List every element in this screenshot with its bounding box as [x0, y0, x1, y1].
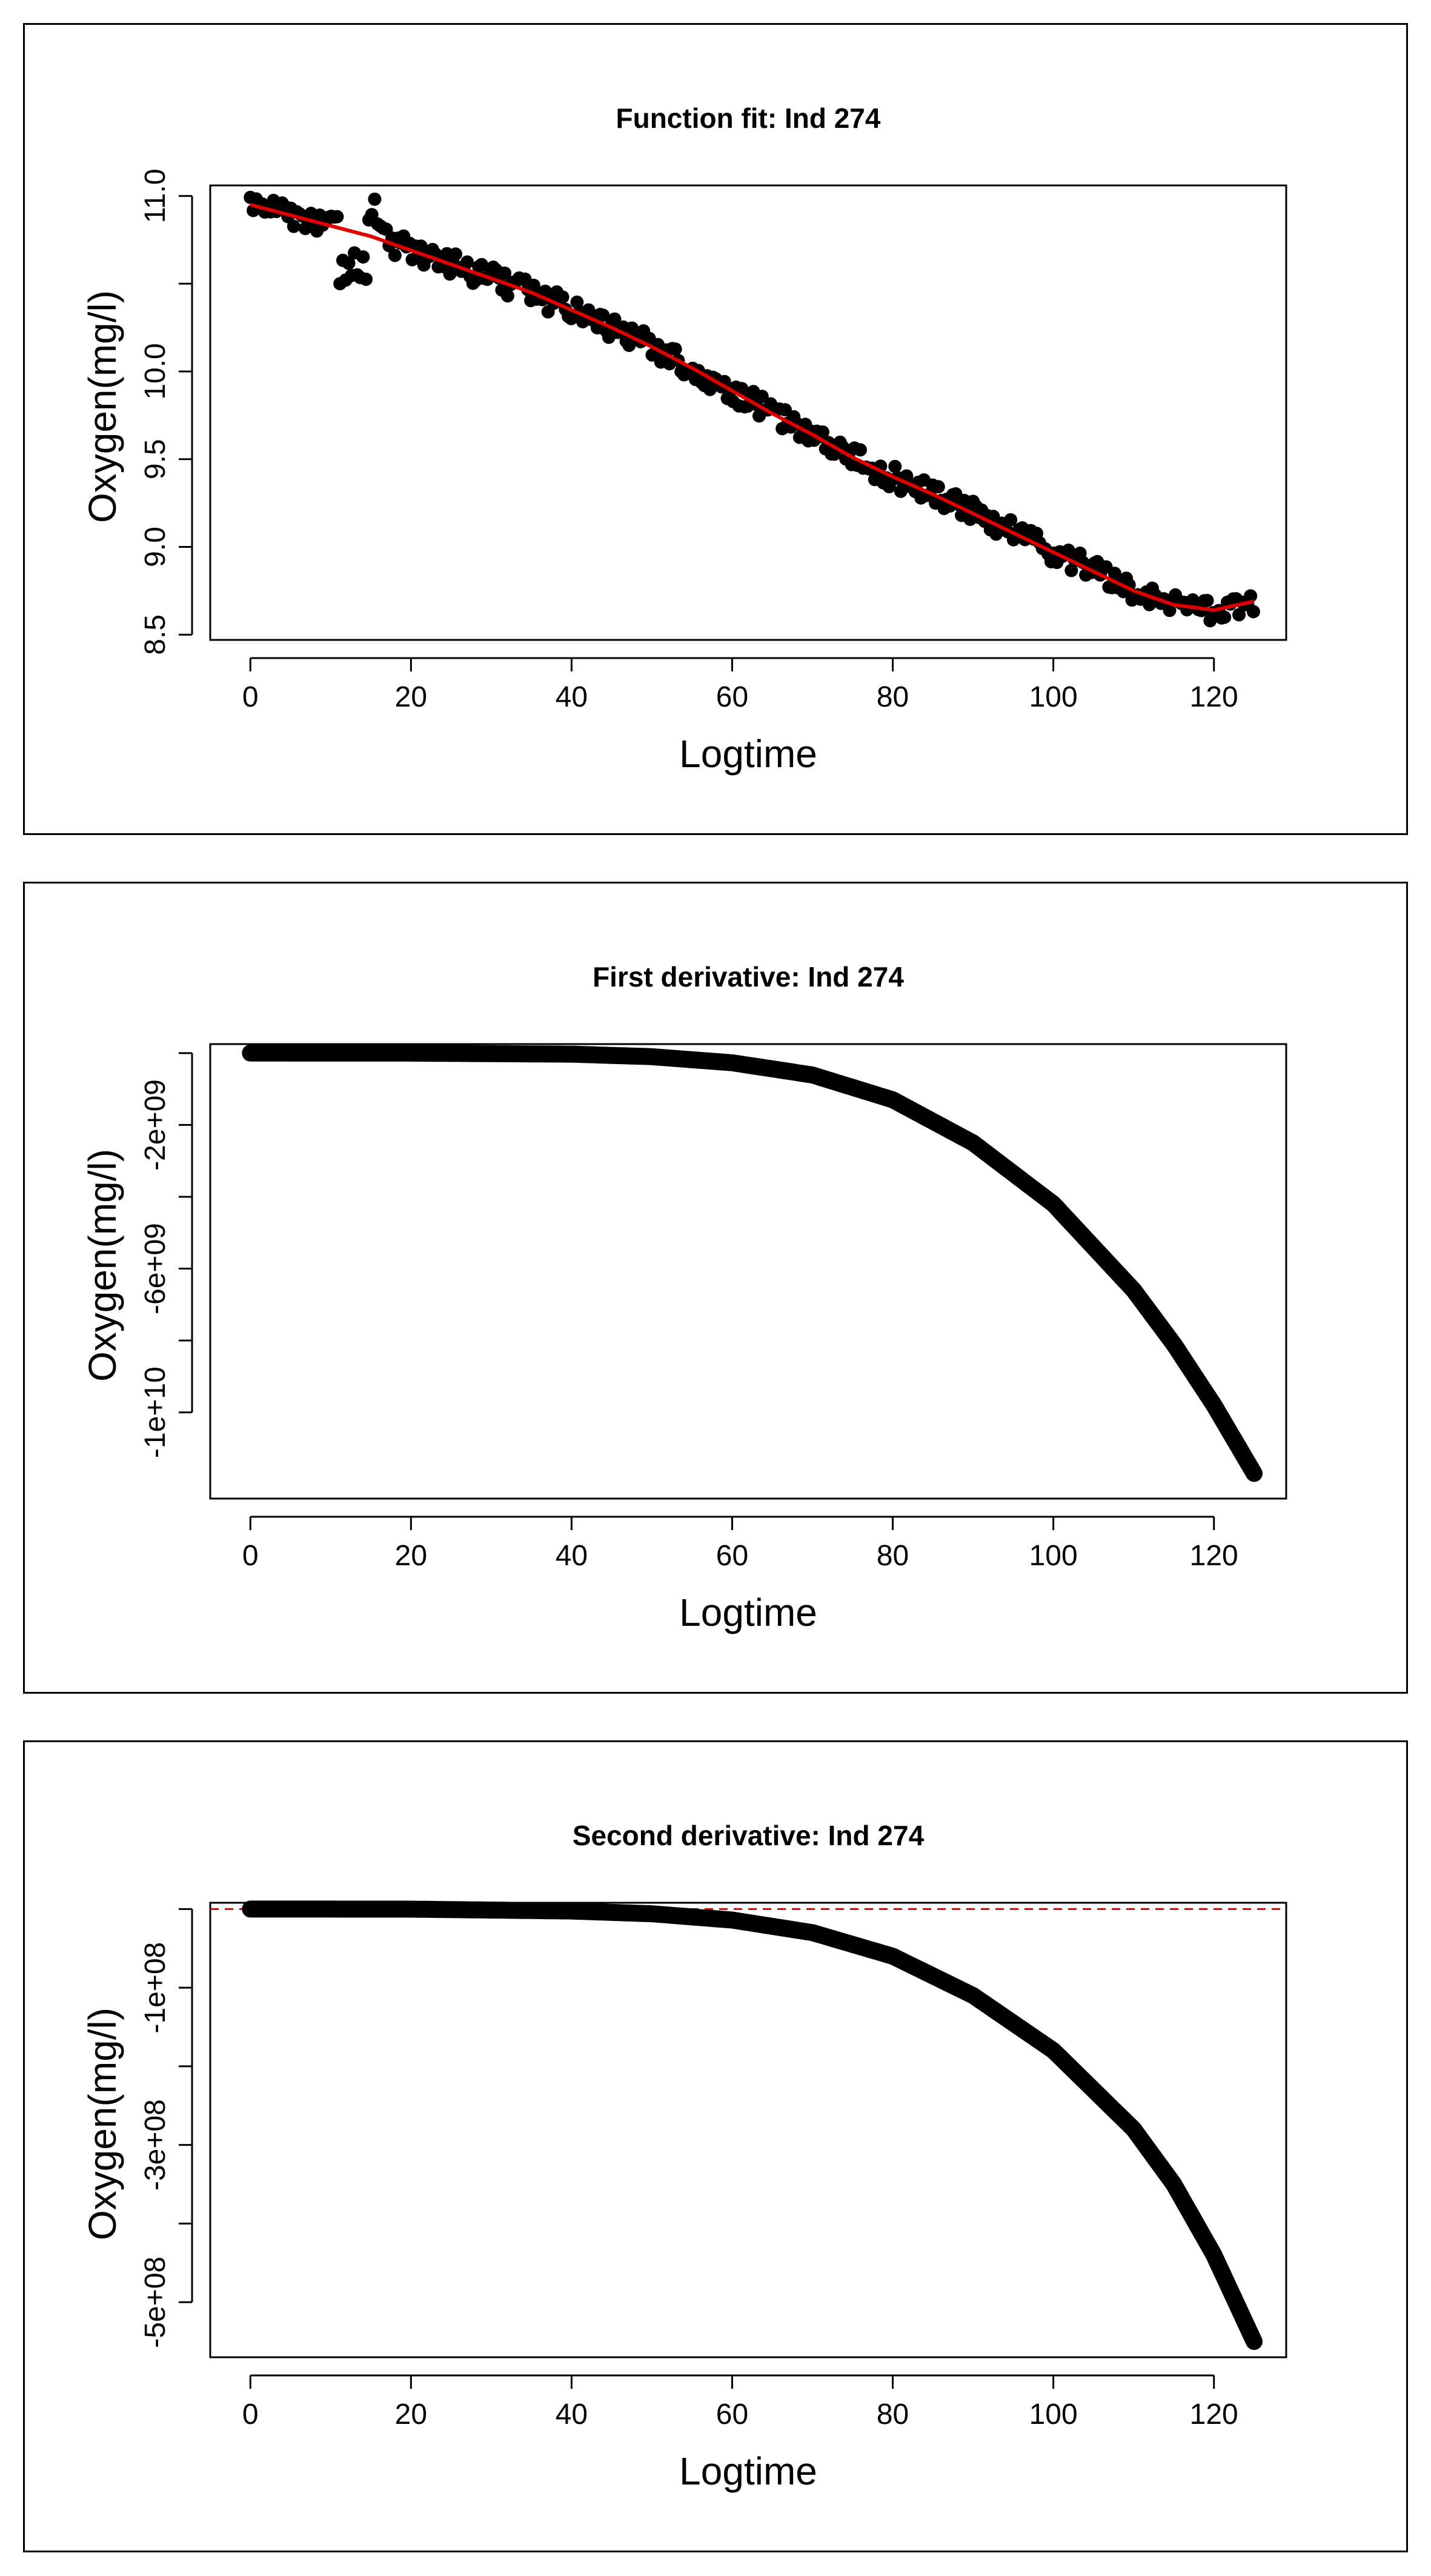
chart-svg-second-derivative: Second derivative: Ind 274 0 20 40 60 80 100 12… — [81, 1820, 1287, 2493]
data-point — [1163, 604, 1177, 617]
plot-frame — [209, 184, 1287, 641]
y-tick-label: 10.0 — [139, 343, 171, 399]
chart-svg-function-fit: Function fit: Ind 274 0 20 40 60 80 100 120 8.5 9… — [81, 102, 1287, 776]
data-point — [356, 250, 370, 264]
data-point — [1004, 513, 1018, 527]
x-tick-label: 100 — [1029, 2398, 1078, 2431]
derivative-curve — [242, 1044, 1263, 1482]
data-point — [1064, 564, 1078, 577]
y-tick-label: 8.5 — [139, 614, 171, 655]
data-point — [854, 443, 868, 457]
y-tick-label: -5e+08 — [139, 2257, 171, 2348]
data-point — [287, 219, 300, 233]
x-axis-label: Logtime — [679, 2449, 817, 2493]
y-tick-label: -2e+09 — [139, 1079, 171, 1171]
x-tick-label: 20 — [395, 2398, 427, 2431]
x-axis-label: Logtime — [679, 732, 817, 776]
y-axis-label: Oxygen(mg/l) — [81, 290, 124, 523]
y-tick-label: -1e+10 — [139, 1366, 171, 1458]
y-axis-label: Oxygen(mg/l) — [81, 2008, 124, 2240]
chart-panel-second-derivative: Second derivative: Ind 274 0 20 40 60 80 100 12… — [23, 1740, 1408, 2552]
x-tick-label: 80 — [877, 681, 909, 713]
data-point — [498, 266, 512, 280]
data-point — [1200, 594, 1214, 608]
y-tick-label: -3e+08 — [139, 2099, 171, 2191]
x-tick-label: 100 — [1029, 681, 1078, 713]
data-point — [668, 342, 682, 356]
data-point — [1218, 610, 1232, 624]
scatter-points — [244, 190, 1260, 628]
data-point — [1246, 605, 1260, 619]
data-point — [330, 210, 344, 224]
chart-title: Second derivative: Ind 274 — [573, 1820, 925, 1851]
y-axis-label: Oxygen(mg/l) — [81, 1149, 124, 1382]
y-tick-label: 9.0 — [139, 527, 171, 567]
data-point — [388, 248, 402, 262]
x-tick-label: 60 — [716, 681, 748, 713]
plot-frame — [209, 1043, 1287, 1500]
y-tick-label: 9.5 — [139, 439, 171, 479]
data-point — [500, 289, 514, 303]
chart-svg-first-derivative: First derivative: Ind 274 0 20 40 60 80 100 120… — [81, 961, 1287, 1634]
y-tick-label: -1e+08 — [139, 1942, 171, 2034]
y-tick-label: -6e+09 — [139, 1223, 171, 1314]
x-tick-label: 60 — [716, 1540, 748, 1572]
data-point — [1232, 608, 1246, 622]
x-tick-label: 80 — [877, 2398, 909, 2431]
data-point — [815, 425, 829, 439]
data-point — [931, 480, 945, 494]
data-point — [1107, 567, 1121, 581]
x-tick-label: 120 — [1190, 1540, 1238, 1572]
chart-title: Function fit: Ind 274 — [616, 102, 881, 134]
fit-curve — [250, 202, 1255, 612]
data-point — [1244, 589, 1258, 603]
x-tick-label: 40 — [556, 681, 588, 713]
x-tick-label: 80 — [877, 1540, 909, 1572]
x-tick-label: 100 — [1029, 1540, 1078, 1572]
data-point — [608, 312, 622, 326]
x-tick-label: 120 — [1190, 2398, 1238, 2431]
x-tick-label: 0 — [242, 681, 259, 713]
y-tick-label: 11.0 — [139, 168, 171, 223]
data-point — [596, 308, 610, 322]
x-tick-label: 0 — [242, 1540, 259, 1572]
x-tick-label: 40 — [556, 2398, 588, 2431]
x-tick-label: 40 — [556, 1540, 588, 1572]
x-tick-label: 20 — [395, 1540, 427, 1572]
data-point — [359, 272, 373, 286]
x-tick-label: 20 — [395, 681, 427, 713]
x-tick-label: 120 — [1190, 681, 1238, 713]
data-point — [460, 255, 474, 269]
data-point — [342, 256, 356, 270]
data-point — [368, 192, 382, 206]
data-point — [888, 459, 902, 473]
chart-title: First derivative: Ind 274 — [593, 961, 904, 993]
data-point — [755, 390, 769, 404]
data-point — [414, 239, 428, 253]
x-tick-label: 0 — [242, 2398, 259, 2431]
data-point — [556, 290, 569, 304]
chart-panel-function-fit: Function fit: Ind 274 0 20 40 60 80 100 120 8.5 9… — [23, 23, 1408, 835]
plot-frame — [209, 1902, 1287, 2358]
x-tick-label: 60 — [716, 2398, 748, 2431]
x-axis-label: Logtime — [679, 1591, 817, 1634]
chart-panel-first-derivative: First derivative: Ind 274 0 20 40 60 80 100 120… — [23, 882, 1408, 1694]
derivative-curve — [242, 1900, 1263, 2350]
data-point — [449, 247, 463, 261]
